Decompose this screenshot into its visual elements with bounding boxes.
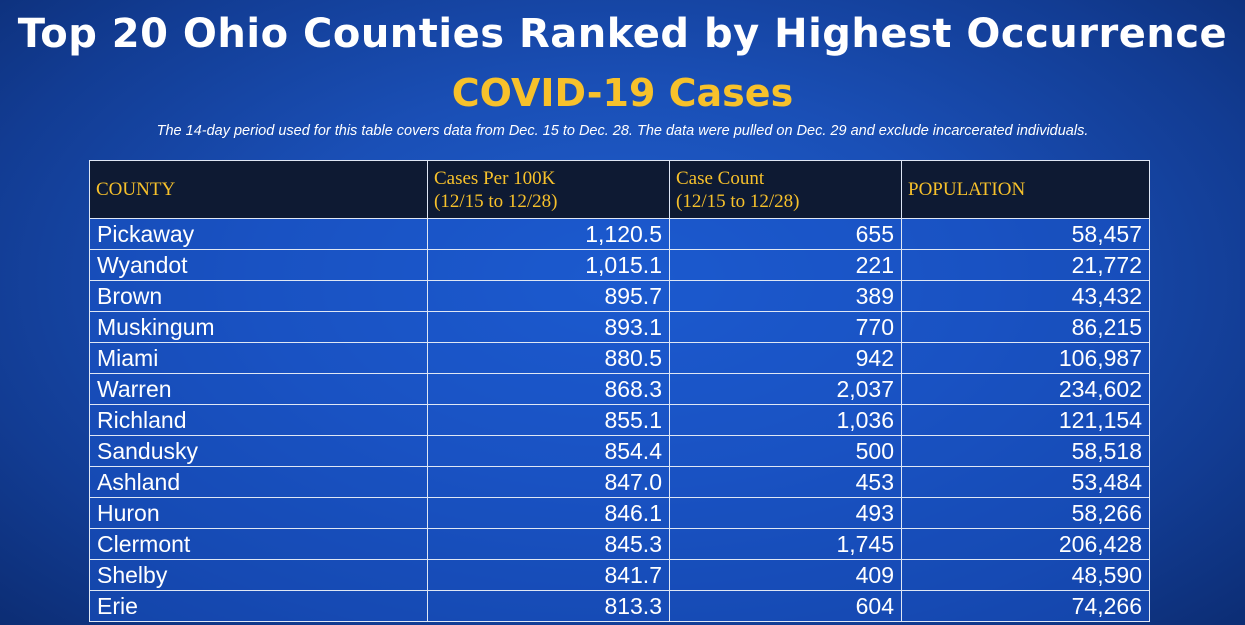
population-cell: 53,484	[901, 466, 1150, 498]
population-cell: 58,266	[901, 497, 1150, 529]
table-row: Brown 895.7 389 43,432	[89, 280, 1150, 312]
column-header-date-range: (12/15 to 12/28)	[676, 190, 800, 212]
county-cell: Huron	[89, 497, 428, 529]
table-row: Warren 868.3 2,037 234,602	[89, 373, 1150, 405]
column-header-label: Case Count	[676, 167, 765, 189]
cases-per-100k-cell: 841.7	[427, 559, 670, 591]
column-header-label: COUNTY	[96, 179, 176, 200]
population-cell: 48,590	[901, 559, 1150, 591]
county-cell: Sandusky	[89, 435, 428, 467]
data-period-note: The 14-day period used for this table co…	[156, 123, 1089, 139]
case-count-cell: 655	[669, 218, 902, 250]
column-header-date-range: (12/15 to 12/28)	[434, 190, 558, 212]
county-cell: Wyandot	[89, 249, 428, 281]
table-header-row: COUNTY Cases Per 100K (12/15 to 12/28) C…	[89, 160, 1150, 219]
case-count-cell: 453	[669, 466, 902, 498]
cases-per-100k-cell: 1,015.1	[427, 249, 670, 281]
county-cell: Miami	[89, 342, 428, 374]
population-cell: 58,457	[901, 218, 1150, 250]
page-subtitle: COVID-19 Cases	[451, 71, 794, 115]
table-row: Wyandot 1,015.1 221 21,772	[89, 249, 1150, 281]
cases-per-100k-cell: 895.7	[427, 280, 670, 312]
cases-per-100k-cell: 854.4	[427, 435, 670, 467]
county-cell: Warren	[89, 373, 428, 405]
case-count-cell: 942	[669, 342, 902, 374]
cases-per-100k-cell: 847.0	[427, 466, 670, 498]
table-row: Shelby 841.7 409 48,590	[89, 559, 1150, 591]
case-count-cell: 1,745	[669, 528, 902, 560]
case-count-cell: 2,037	[669, 373, 902, 405]
table-row: Miami 880.5 942 106,987	[89, 342, 1150, 374]
case-count-cell: 500	[669, 435, 902, 467]
population-cell: 21,772	[901, 249, 1150, 281]
table-row: Muskingum 893.1 770 86,215	[89, 311, 1150, 343]
cases-per-100k-cell: 845.3	[427, 528, 670, 560]
table-row: Huron 846.1 493 58,266	[89, 497, 1150, 529]
county-cell: Ashland	[89, 466, 428, 498]
cases-per-100k-cell: 893.1	[427, 311, 670, 343]
table-row: Erie 813.3 604 74,266	[89, 590, 1150, 622]
county-cell: Clermont	[89, 528, 428, 560]
column-header-cases-per-100k: Cases Per 100K (12/15 to 12/28)	[427, 160, 670, 219]
table-row: Pickaway 1,120.5 655 58,457	[89, 218, 1150, 250]
population-cell: 43,432	[901, 280, 1150, 312]
county-ranking-table: COUNTY Cases Per 100K (12/15 to 12/28) C…	[89, 160, 1150, 622]
case-count-cell: 493	[669, 497, 902, 529]
column-header-county: COUNTY	[89, 160, 428, 219]
page-title: Top 20 Ohio Counties Ranked by Highest O…	[17, 11, 1228, 57]
table-row: Sandusky 854.4 500 58,518	[89, 435, 1150, 467]
population-cell: 74,266	[901, 590, 1150, 622]
column-header-case-count: Case Count (12/15 to 12/28)	[669, 160, 902, 219]
population-cell: 86,215	[901, 311, 1150, 343]
case-count-cell: 770	[669, 311, 902, 343]
county-cell: Pickaway	[89, 218, 428, 250]
column-header-label: POPULATION	[908, 179, 1026, 200]
table-row: Richland 855.1 1,036 121,154	[89, 404, 1150, 436]
county-cell: Erie	[89, 590, 428, 622]
cases-per-100k-cell: 868.3	[427, 373, 670, 405]
case-count-cell: 1,036	[669, 404, 902, 436]
county-cell: Muskingum	[89, 311, 428, 343]
county-cell: Richland	[89, 404, 428, 436]
cases-per-100k-cell: 1,120.5	[427, 218, 670, 250]
cases-per-100k-cell: 855.1	[427, 404, 670, 436]
column-header-population: POPULATION	[901, 160, 1150, 219]
table-row: Ashland 847.0 453 53,484	[89, 466, 1150, 498]
table-row: Clermont 845.3 1,745 206,428	[89, 528, 1150, 560]
cases-per-100k-cell: 813.3	[427, 590, 670, 622]
population-cell: 121,154	[901, 404, 1150, 436]
population-cell: 58,518	[901, 435, 1150, 467]
column-header-label: Cases Per 100K	[434, 167, 556, 189]
cases-per-100k-cell: 846.1	[427, 497, 670, 529]
county-cell: Brown	[89, 280, 428, 312]
cases-per-100k-cell: 880.5	[427, 342, 670, 374]
population-cell: 206,428	[901, 528, 1150, 560]
table-body: Pickaway 1,120.5 655 58,457 Wyandot 1,015.1 22…	[89, 218, 1150, 622]
case-count-cell: 409	[669, 559, 902, 591]
county-cell: Shelby	[89, 559, 428, 591]
case-count-cell: 389	[669, 280, 902, 312]
case-count-cell: 604	[669, 590, 902, 622]
case-count-cell: 221	[669, 249, 902, 281]
population-cell: 234,602	[901, 373, 1150, 405]
population-cell: 106,987	[901, 342, 1150, 374]
